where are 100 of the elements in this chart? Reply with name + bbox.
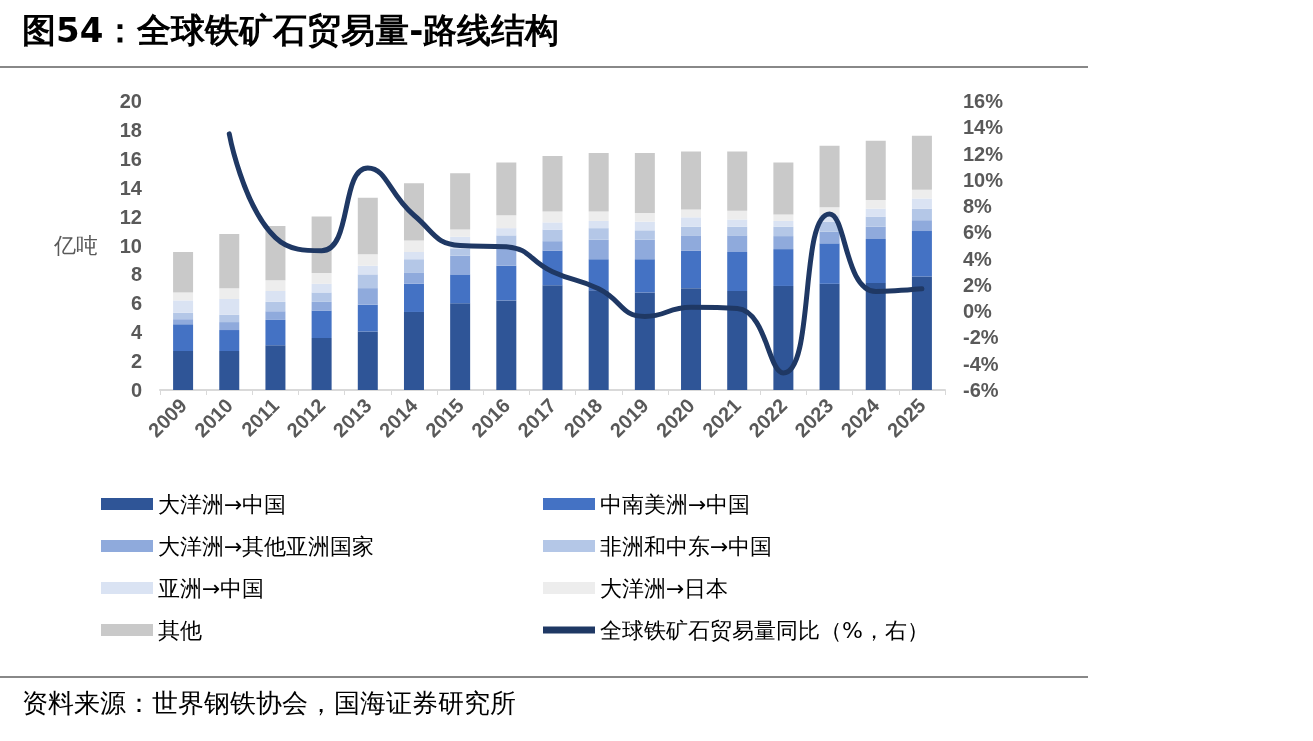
- bar: [911, 220, 932, 232]
- bar: [865, 199, 886, 209]
- bar: [265, 291, 286, 302]
- bar: [173, 252, 194, 293]
- bar: [496, 300, 517, 390]
- bar: [496, 162, 517, 216]
- legend-label: 全球铁矿石贸易量同比（%，右）: [600, 617, 929, 643]
- bar: [173, 300, 194, 313]
- bar: [219, 288, 240, 299]
- bar: [773, 285, 794, 390]
- bar: [450, 248, 471, 256]
- y2-tick-label: 4%: [963, 247, 993, 270]
- bar: [542, 222, 563, 230]
- bar: [865, 226, 886, 239]
- y-tick-label: 12: [119, 205, 142, 228]
- bar: [450, 229, 471, 237]
- bar: [727, 226, 748, 236]
- y-tick-label: 4: [130, 321, 143, 344]
- bar: [819, 243, 840, 284]
- y2-tick-label: 6%: [963, 221, 993, 244]
- bar: [496, 228, 517, 236]
- bar: [634, 230, 655, 240]
- y2-tick-label: 14%: [963, 116, 1004, 139]
- bar: [588, 290, 609, 390]
- bar: [865, 239, 886, 284]
- bar: [357, 304, 378, 332]
- bar: [588, 228, 609, 240]
- y-tick-label: 20: [119, 90, 142, 112]
- bar: [727, 252, 748, 292]
- bar: [865, 208, 886, 217]
- bar: [357, 254, 378, 266]
- bar: [173, 350, 194, 390]
- bar: [450, 274, 471, 304]
- bar: [681, 217, 702, 227]
- bar: [819, 145, 840, 208]
- text: 资料来源：世界钢铁协会，国海证券研究所: [22, 687, 516, 720]
- bar: [357, 288, 378, 305]
- bar: [773, 220, 794, 227]
- bar: [542, 229, 563, 242]
- y2-tick-label: 16%: [963, 90, 1004, 112]
- y-tick-label: 2: [130, 350, 142, 373]
- bar: [681, 226, 702, 236]
- bar: [219, 330, 240, 351]
- bar: [819, 283, 840, 390]
- bar: [773, 214, 794, 221]
- bar: [265, 301, 286, 312]
- bar: [727, 219, 748, 227]
- bar: [727, 151, 748, 211]
- y2-tick-label: 8%: [963, 195, 993, 218]
- legend-label: 非洲和中东→中国: [600, 533, 773, 559]
- bar: [865, 283, 886, 390]
- bar: [311, 337, 332, 390]
- bar: [450, 173, 471, 230]
- bar: [588, 220, 609, 229]
- bar: [403, 311, 424, 390]
- bar: [911, 208, 932, 221]
- bar: [681, 235, 702, 251]
- bar: [173, 319, 194, 325]
- y-tick-label: 14: [119, 176, 143, 199]
- bar: [265, 345, 286, 390]
- chart-title: 图54：全球铁矿石贸易量-路线结构: [22, 9, 560, 52]
- bar: [911, 276, 932, 390]
- bar: [311, 310, 332, 338]
- bar: [911, 135, 932, 190]
- bar: [311, 292, 332, 302]
- bar: [219, 233, 240, 289]
- bar: [911, 189, 932, 199]
- bar: [681, 151, 702, 210]
- y-tick-label: 8: [130, 263, 142, 286]
- bar: [265, 280, 286, 292]
- bar: [727, 235, 748, 252]
- bar: [773, 226, 794, 237]
- bar: [865, 140, 886, 200]
- bar: [357, 274, 378, 289]
- bar: [634, 153, 655, 213]
- y2-tick-label: -2%: [963, 326, 999, 349]
- bar: [773, 249, 794, 286]
- bar: [542, 211, 563, 223]
- y2-tick-label: -4%: [963, 352, 999, 375]
- y-tick-label: 6: [130, 292, 142, 315]
- bar: [634, 221, 655, 231]
- y2-tick-label: 12%: [963, 142, 1004, 165]
- bar: [219, 350, 240, 390]
- bar: [819, 231, 840, 244]
- bar: [219, 322, 240, 331]
- bar: [265, 319, 286, 346]
- bar: [542, 241, 563, 251]
- bar: [681, 250, 702, 289]
- bar: [681, 209, 702, 218]
- bar: [911, 231, 932, 277]
- bar: [311, 272, 332, 284]
- bar: [542, 285, 563, 390]
- bar: [773, 236, 794, 250]
- legend-label: 亚洲→中国: [158, 575, 265, 601]
- bar: [634, 259, 655, 293]
- bar: [496, 215, 517, 229]
- bar: [311, 301, 332, 311]
- bar: [357, 265, 378, 275]
- bar: [357, 331, 378, 390]
- bar: [219, 314, 240, 323]
